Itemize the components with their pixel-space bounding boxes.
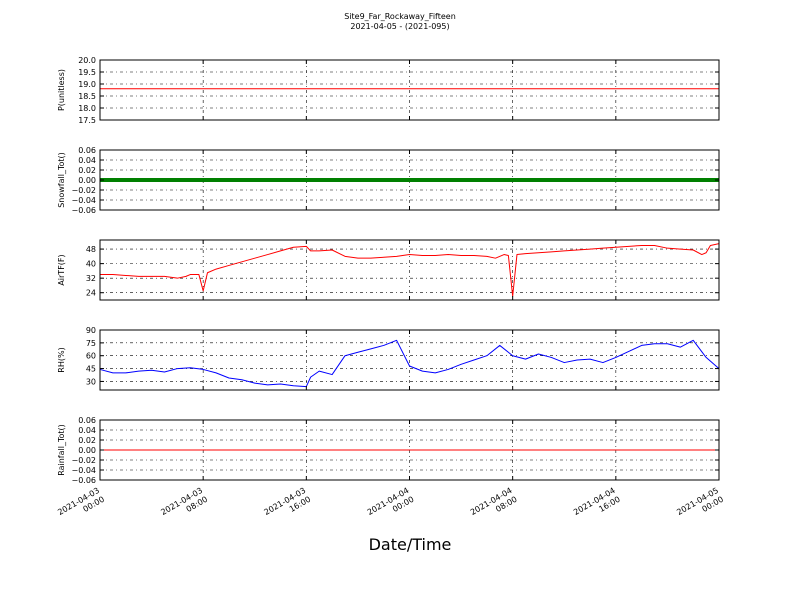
- y-axis-label: Snowfall_Tot(): [57, 152, 66, 208]
- y-tick-label: 0.06: [78, 146, 96, 155]
- x-tick-label: 2021-04-0408:00: [469, 486, 519, 526]
- y-axis-label: RH(%): [57, 347, 66, 372]
- x-tick-label: 2021-04-0300:00: [56, 486, 106, 526]
- y-tick-label: 19.0: [78, 80, 96, 89]
- chart-title: Site9_Far_Rockaway_Fifteen: [344, 12, 456, 21]
- y-tick-label: 60: [86, 352, 96, 361]
- panels-group: 17.5 18.0 18.5 19.0 19.5 20.0 P(unitless) −0.06…: [57, 56, 720, 485]
- x-tick-label: 2021-04-0500:00: [675, 486, 725, 526]
- x-tick-label: 2021-04-0308:00: [159, 486, 209, 526]
- y-tick-label: −0.04: [71, 196, 96, 205]
- y-tick-label: 32: [86, 274, 96, 283]
- y-tick-label: 0.02: [78, 436, 96, 445]
- y-axis-label: P(unitless): [57, 69, 66, 111]
- y-tick-label: 24: [86, 289, 96, 298]
- y-tick-label: −0.04: [71, 466, 96, 475]
- y-tick-label: 20.0: [78, 56, 96, 65]
- panel-4: 30 45 60 75 90 RH(%): [57, 326, 720, 391]
- y-tick-label: −0.06: [71, 206, 96, 215]
- y-tick-label: 18.0: [78, 104, 96, 113]
- panel-3: 24 32 40 48 AirTF(F): [57, 239, 720, 301]
- y-tick-label: 0.00: [78, 446, 96, 455]
- x-tick-label: 2021-04-0400:00: [366, 486, 416, 526]
- y-tick-label: 90: [86, 326, 96, 335]
- y-tick-label: 0.04: [78, 426, 96, 435]
- panel-1: 17.5 18.0 18.5 19.0 19.5 20.0 P(unitless): [57, 56, 720, 125]
- y-tick-label: −0.02: [71, 186, 96, 195]
- x-tick-label: 2021-04-0316:00: [263, 486, 313, 526]
- y-tick-label: 0.02: [78, 166, 96, 175]
- x-tick-label: 2021-04-0416:00: [572, 486, 622, 526]
- y-axis-label: AirTF(F): [57, 254, 66, 285]
- panel-2: −0.06−0.04−0.020.000.020.040.06 Snowfall_…: [57, 146, 720, 215]
- y-tick-label: 0.00: [78, 176, 96, 185]
- y-tick-label: 19.5: [78, 68, 96, 77]
- y-tick-label: −0.02: [71, 456, 96, 465]
- series-line-4: [99, 339, 720, 388]
- y-tick-label: 48: [86, 245, 96, 254]
- panel-5: −0.06−0.04−0.020.000.020.040.06 Rainfall_…: [57, 416, 720, 485]
- series-line-3: [100, 243, 720, 297]
- y-tick-label: −0.06: [71, 476, 96, 485]
- x-tick-labels: 2021-04-0300:00 2021-04-0308:00 2021-04-03…: [56, 486, 725, 526]
- y-tick-label: 17.5: [78, 116, 96, 125]
- y-axis-label: Rainfall_Tot(): [57, 424, 66, 476]
- y-tick-label: 40: [86, 260, 96, 269]
- y-tick-label: 30: [86, 377, 96, 386]
- y-tick-label: 0.06: [78, 416, 96, 425]
- x-axis-label: Date/Time: [369, 535, 452, 554]
- y-tick-label: 45: [86, 365, 96, 374]
- y-tick-label: 0.04: [78, 156, 96, 165]
- y-tick-label: 18.5: [78, 92, 96, 101]
- y-tick-label: 75: [86, 339, 96, 348]
- chart-subtitle: 2021-04-05 - (2021-095): [350, 22, 449, 31]
